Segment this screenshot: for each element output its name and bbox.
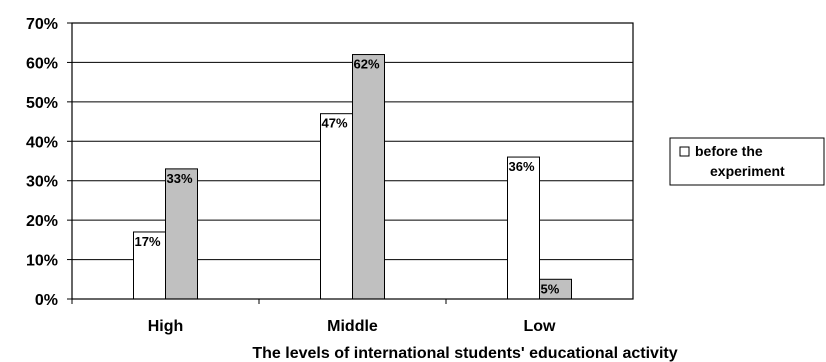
x-category-label: High	[148, 318, 184, 335]
data-label: 17%	[135, 234, 161, 249]
y-tick-label: 20%	[26, 213, 58, 230]
bar-high-after	[165, 168, 198, 300]
bar-middle-before	[320, 113, 353, 300]
x-axis-title: The levels of international students' ed…	[252, 345, 677, 362]
data-label: 33%	[167, 171, 193, 186]
x-axis-categories: High Middle Low	[71, 299, 557, 335]
y-tick-label: 40%	[26, 134, 58, 151]
legend-label-before-line2: experiment	[710, 163, 785, 179]
y-axis-ticks: 0% 10% 20% 30% 40% 50% 60% 70%	[26, 16, 72, 309]
data-label: 62%	[354, 57, 380, 72]
y-tick-label: 60%	[26, 55, 58, 72]
legend-box	[669, 137, 825, 186]
y-tick-label: 0%	[35, 292, 58, 309]
bar-low-before	[507, 156, 540, 300]
data-labels: 17% 33% 47% 62% 36% 5%	[135, 57, 560, 297]
data-label: 5%	[541, 281, 560, 296]
y-tick-label: 10%	[26, 253, 58, 270]
bars	[133, 54, 572, 300]
y-tick-label: 30%	[26, 174, 58, 191]
x-category-label: Middle	[327, 318, 378, 335]
y-tick-label: 70%	[26, 16, 58, 33]
plot-area-frame	[71, 22, 634, 300]
y-tick-label: 50%	[26, 95, 58, 112]
x-category-label: Low	[524, 318, 557, 335]
legend-swatch-before	[679, 146, 690, 157]
legend: before the experiment	[669, 137, 825, 186]
data-label: 47%	[322, 116, 348, 131]
bar-middle-after	[352, 54, 385, 300]
legend-label-before: before the	[695, 143, 763, 159]
data-label: 36%	[509, 159, 535, 174]
